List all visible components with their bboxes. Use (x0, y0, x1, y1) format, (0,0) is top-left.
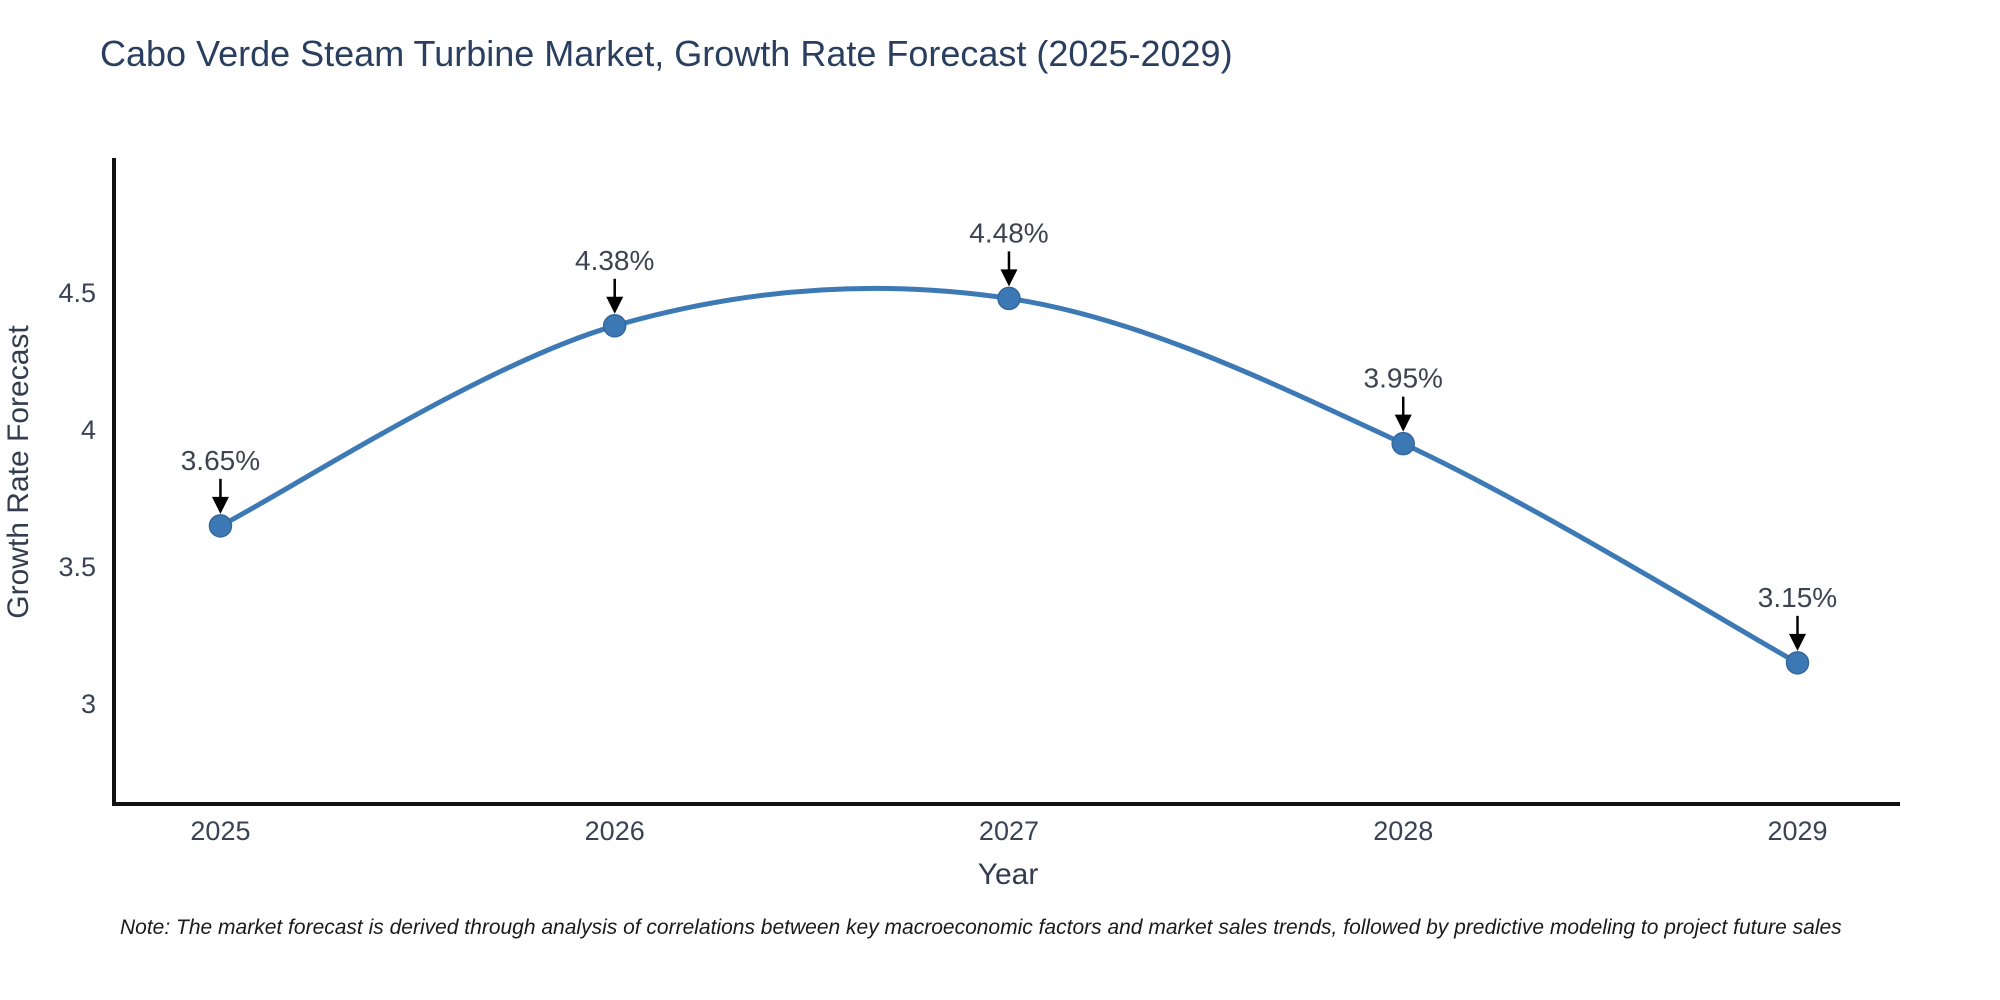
chart-title: Cabo Verde Steam Turbine Market, Growth … (100, 33, 1233, 74)
data-point-marker (1391, 431, 1415, 456)
point-value-label: 4.38% (575, 245, 654, 276)
x-tick-label: 2025 (190, 816, 250, 846)
y-axis-title: Growth Rate Forecast (2, 325, 35, 619)
annotation-arrowhead-icon (1000, 269, 1018, 287)
point-value-label: 3.65% (181, 445, 260, 476)
point-annotations: 3.65% 4.38% 4.48% 3.95% 3.15% (181, 217, 1837, 651)
annotation-arrowhead-icon (211, 496, 229, 514)
data-point-marker (208, 514, 233, 538)
annotation-arrowhead-icon (1394, 414, 1412, 432)
x-axis-title: Year (978, 858, 1039, 891)
annotation-arrowhead-icon (606, 296, 624, 314)
y-tick-label: 3 (81, 689, 96, 719)
data-point-marker (997, 286, 1021, 311)
y-tick-label: 4.5 (58, 278, 96, 308)
point-value-label: 3.95% (1364, 363, 1443, 394)
y-tick-label: 4 (81, 415, 96, 445)
series-markers (208, 286, 1810, 675)
annotation-arrowhead-icon (1788, 633, 1806, 651)
x-tick-label: 2026 (585, 816, 645, 846)
point-value-label: 4.48% (969, 217, 1048, 248)
chart-note: Note: The market forecast is derived thr… (120, 916, 1842, 939)
x-tick-label: 2029 (1767, 816, 1827, 846)
data-point-marker (1785, 651, 1810, 675)
y-tick-label: 3.5 (58, 552, 96, 582)
x-axis-ticks: 2025 2026 2027 2028 2029 (190, 816, 1827, 846)
y-axis-ticks: 3 3.5 4 4.5 (58, 278, 96, 719)
x-tick-label: 2027 (979, 816, 1039, 846)
x-tick-label: 2028 (1373, 816, 1433, 846)
data-point-marker (602, 314, 627, 338)
point-value-label: 3.15% (1758, 582, 1837, 613)
growth-rate-series-line (217, 285, 1800, 666)
